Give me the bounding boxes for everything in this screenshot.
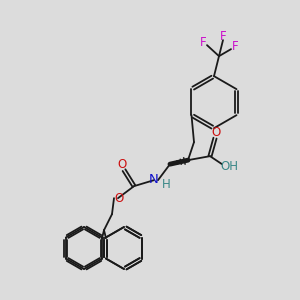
- Text: OH: OH: [220, 160, 238, 173]
- Text: F: F: [200, 36, 206, 49]
- Text: F: F: [232, 40, 238, 53]
- Text: O: O: [114, 192, 124, 205]
- Text: N: N: [149, 173, 159, 186]
- Text: H: H: [162, 178, 170, 191]
- Text: F: F: [220, 30, 226, 43]
- Text: O: O: [212, 126, 220, 139]
- Text: O: O: [117, 158, 127, 171]
